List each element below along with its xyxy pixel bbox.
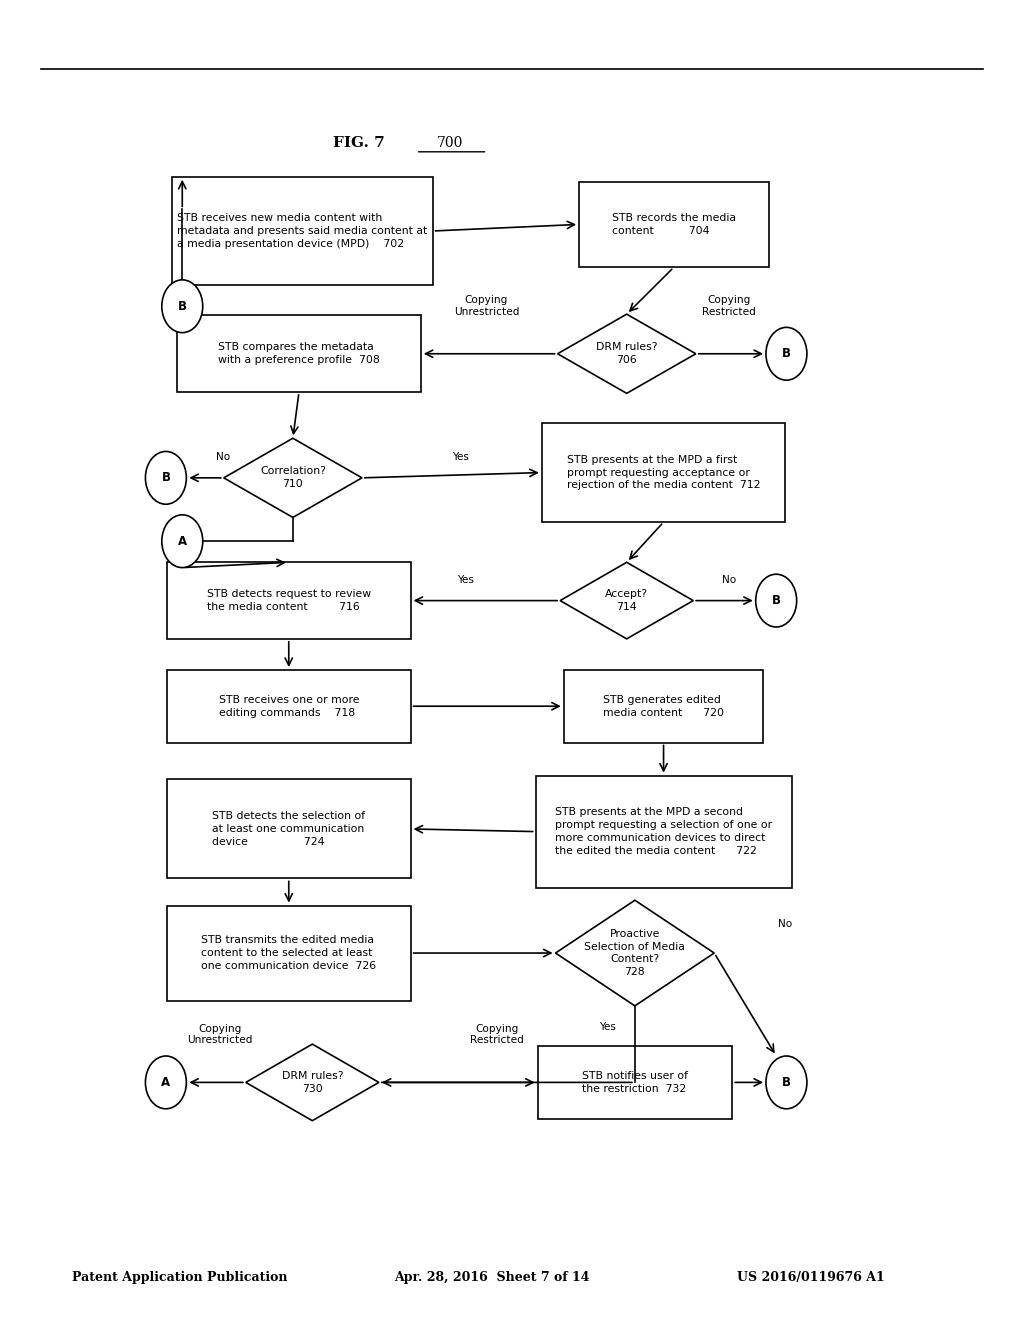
FancyBboxPatch shape — [171, 177, 432, 285]
Text: STB detects request to review
the media content         716: STB detects request to review the media … — [207, 589, 371, 612]
Circle shape — [766, 327, 807, 380]
Text: Patent Application Publication: Patent Application Publication — [72, 1271, 287, 1284]
Text: Copying
Restricted: Copying Restricted — [470, 1024, 523, 1045]
Text: A: A — [178, 535, 186, 548]
Polygon shape — [557, 314, 696, 393]
Text: STB compares the metadata
with a preference profile  708: STB compares the metadata with a prefere… — [218, 342, 380, 366]
Circle shape — [145, 1056, 186, 1109]
Polygon shape — [223, 438, 362, 517]
Text: US 2016/0119676 A1: US 2016/0119676 A1 — [737, 1271, 885, 1284]
Text: STB transmits the edited media
content to the selected at least
one communicatio: STB transmits the edited media content t… — [201, 936, 377, 970]
Text: Copying
Unrestricted: Copying Unrestricted — [454, 296, 519, 317]
Text: DRM rules?
706: DRM rules? 706 — [596, 342, 657, 366]
Text: B: B — [782, 347, 791, 360]
FancyBboxPatch shape — [536, 776, 792, 887]
Text: STB receives one or more
editing commands    718: STB receives one or more editing command… — [218, 694, 359, 718]
Text: Yes: Yes — [600, 1022, 616, 1032]
FancyBboxPatch shape — [563, 671, 764, 743]
Text: B: B — [782, 1076, 791, 1089]
Text: B: B — [178, 300, 186, 313]
Text: Accept?
714: Accept? 714 — [605, 589, 648, 612]
Text: A: A — [162, 1076, 170, 1089]
Circle shape — [162, 280, 203, 333]
Text: Copying
Restricted: Copying Restricted — [702, 296, 756, 317]
FancyBboxPatch shape — [177, 315, 421, 392]
Text: No: No — [216, 451, 230, 462]
FancyBboxPatch shape — [542, 422, 785, 523]
Text: STB presents at the MPD a first
prompt requesting acceptance or
rejection of the: STB presents at the MPD a first prompt r… — [567, 455, 760, 490]
Text: Correlation?
710: Correlation? 710 — [260, 466, 326, 490]
Text: Yes: Yes — [453, 451, 469, 462]
Polygon shape — [246, 1044, 379, 1121]
Text: Yes: Yes — [458, 574, 474, 585]
Text: DRM rules?
730: DRM rules? 730 — [282, 1071, 343, 1094]
Text: STB notifies user of
the restriction  732: STB notifies user of the restriction 732 — [582, 1071, 688, 1094]
Text: No: No — [778, 919, 793, 929]
Text: STB detects the selection of
at least one communication
device                72: STB detects the selection of at least on… — [212, 812, 366, 846]
FancyBboxPatch shape — [580, 181, 768, 267]
FancyBboxPatch shape — [167, 906, 411, 1001]
Polygon shape — [560, 562, 693, 639]
Text: STB presents at the MPD a second
prompt requesting a selection of one or
more co: STB presents at the MPD a second prompt … — [555, 808, 772, 855]
Text: Proactive
Selection of Media
Content?
728: Proactive Selection of Media Content? 72… — [585, 929, 685, 977]
Text: STB records the media
content          704: STB records the media content 704 — [611, 213, 736, 236]
FancyBboxPatch shape — [167, 779, 411, 879]
Polygon shape — [555, 900, 715, 1006]
Text: Copying
Unrestricted: Copying Unrestricted — [187, 1024, 253, 1045]
FancyBboxPatch shape — [167, 562, 411, 639]
Circle shape — [766, 1056, 807, 1109]
Circle shape — [162, 515, 203, 568]
Text: B: B — [162, 471, 170, 484]
Text: FIG. 7: FIG. 7 — [333, 136, 384, 149]
Text: B: B — [772, 594, 780, 607]
Text: 700: 700 — [437, 136, 464, 149]
FancyBboxPatch shape — [167, 671, 411, 743]
Text: Apr. 28, 2016  Sheet 7 of 14: Apr. 28, 2016 Sheet 7 of 14 — [394, 1271, 590, 1284]
Circle shape — [756, 574, 797, 627]
FancyBboxPatch shape — [538, 1045, 732, 1119]
Text: No: No — [722, 574, 736, 585]
Text: STB receives new media content with
metadata and presents said media content at
: STB receives new media content with meta… — [177, 214, 427, 248]
Circle shape — [145, 451, 186, 504]
Text: STB generates edited
media content      720: STB generates edited media content 720 — [603, 694, 724, 718]
